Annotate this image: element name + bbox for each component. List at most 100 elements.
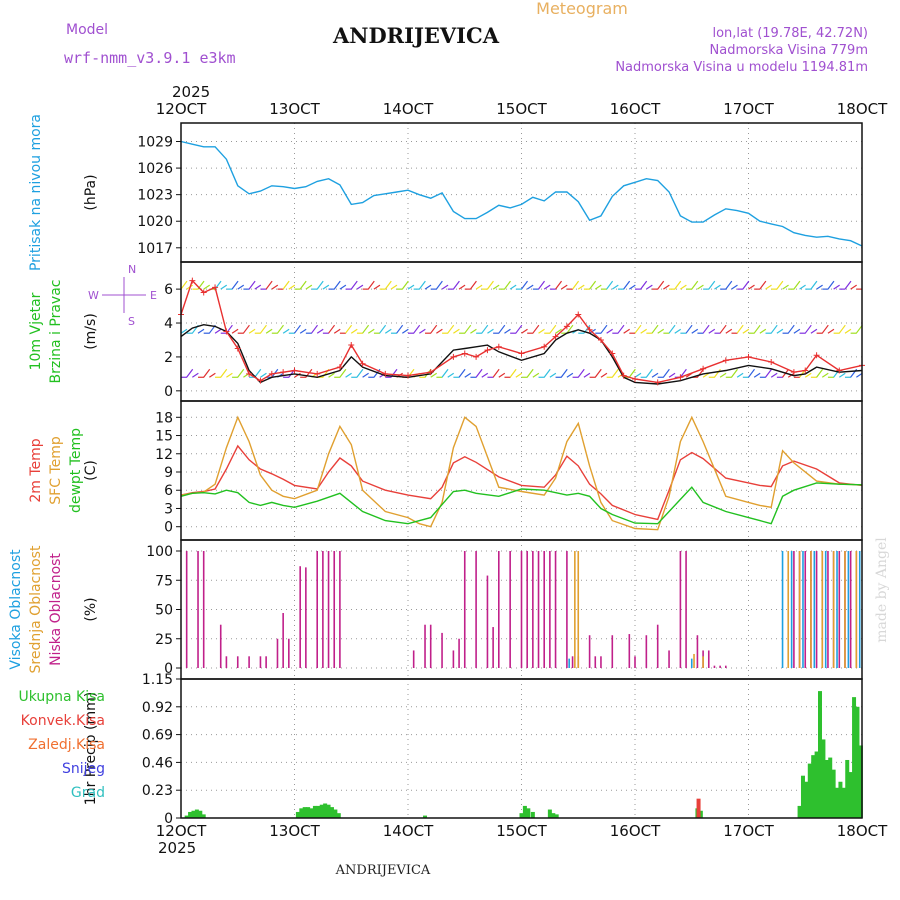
wind-barb (192, 372, 199, 378)
bar-srednja-oblacnost (810, 551, 812, 668)
wind-barb (719, 372, 727, 378)
wind-barb (379, 324, 387, 334)
wind-barb (787, 324, 795, 334)
wind-barb (503, 280, 511, 290)
bar-ukupna-kisa (838, 781, 843, 818)
wind-barb (838, 324, 846, 334)
year-bottom: 2025 (158, 839, 196, 857)
bar-niska-oblacnost (628, 634, 631, 668)
wind-barb (577, 284, 585, 290)
wind-barb (469, 280, 477, 290)
bar-niska-oblacnost (526, 551, 528, 668)
wind-barb (316, 328, 324, 334)
gust-marker (223, 328, 230, 335)
wind-barb (680, 284, 687, 290)
wind-barb (674, 280, 682, 290)
wind-barb (413, 324, 421, 334)
gust-marker (268, 370, 275, 377)
bar-visoka-oblacnost (813, 551, 816, 668)
wind-barb (509, 284, 517, 290)
bar-niska-oblacnost (645, 635, 648, 668)
bar-ukupna-kisa (698, 810, 703, 818)
bar-niska-oblacnost (594, 656, 597, 668)
wind-barb (407, 284, 415, 290)
compass-e: E (150, 289, 157, 302)
wind-barb (492, 284, 500, 290)
bar-niska-oblacnost (707, 650, 710, 668)
bar-niska-oblacnost (685, 551, 687, 668)
wind-barb (231, 328, 239, 334)
bar-srednja-oblacnost (832, 551, 835, 668)
wind-barb (640, 280, 648, 290)
bar-ukupna-kisa (522, 805, 527, 818)
wind-barb (447, 372, 455, 378)
wind-barb (384, 280, 392, 290)
gust-marker (620, 372, 627, 379)
wind-barb (600, 324, 608, 334)
y-tick-label: 0.23 (142, 783, 173, 799)
gust-marker (632, 375, 638, 382)
wind-barb (748, 368, 755, 378)
bar-niska-oblacnost (452, 650, 455, 668)
gust-marker (234, 345, 241, 352)
x-tick-bottom-16OCT: 16OCT (610, 822, 661, 840)
wind-barb (770, 324, 778, 334)
bar-visoka-oblacnost (802, 551, 804, 668)
gust-marker (575, 311, 582, 318)
bar-niska-oblacnost (219, 624, 222, 668)
station-title: ANDRIJEVICA (332, 23, 500, 48)
wind-barb (220, 284, 228, 290)
wind-barb (804, 372, 812, 378)
wind-barb (651, 372, 659, 378)
gust-marker (677, 374, 684, 381)
wind-barb (583, 372, 591, 378)
bar-ukupna-kisa (191, 810, 196, 818)
bar-visoka-oblacnost (781, 551, 784, 668)
bar-niska-oblacnost (486, 575, 489, 668)
line-dewpt-temp (180, 482, 863, 525)
wind-barb (254, 284, 262, 290)
gust-marker (722, 357, 729, 364)
wind-barb (345, 372, 352, 378)
wind-barb (333, 280, 341, 290)
bar-ukupna-kisa (848, 772, 853, 818)
wind-barb (419, 328, 426, 334)
bar-ukupna-kisa (554, 814, 559, 818)
wind-barb (237, 284, 245, 290)
y-tick-label: 18 (155, 410, 173, 426)
wind-barb (759, 280, 767, 290)
wind-barb (714, 284, 721, 290)
bar-ukupna-kisa (858, 745, 863, 818)
bar-ukupna-kisa (804, 781, 809, 818)
wind-barb (509, 368, 517, 378)
wind-barb (850, 284, 857, 290)
model-name: wrf-nmm_v3.9.1 e3km (64, 49, 236, 67)
wind-barb (793, 280, 801, 290)
wind-barb (350, 328, 358, 334)
bar-niska-oblacnost (339, 551, 341, 668)
wind-barb (521, 280, 528, 290)
wind-barb (748, 284, 755, 290)
wind-barb (254, 368, 262, 378)
bar-niska-oblacnost (276, 638, 279, 668)
side-label: Snijeg (62, 761, 105, 777)
bar-ukupna-kisa (821, 739, 826, 818)
x-tick-bottom-14OCT: 14OCT (383, 822, 434, 840)
bar-niska-oblacnost (498, 551, 500, 668)
gust-marker (382, 370, 389, 377)
model-altitude-line: Nadmorska Visina u modelu 1194.81m (615, 60, 868, 75)
wind-barb (294, 324, 301, 334)
bar-niska-oblacnost (696, 635, 699, 668)
gust-marker (552, 333, 559, 340)
gust-marker (473, 353, 480, 360)
bar-ukupna-kisa (188, 811, 193, 818)
gust-marker (495, 343, 502, 350)
watermark: made by Angel (874, 537, 890, 643)
footer-title: ANDRIJEVICA (335, 863, 431, 878)
x-tick-top-15OCT: 15OCT (496, 100, 547, 118)
gust-marker (768, 359, 775, 366)
wind-barb (600, 372, 608, 378)
bar-niska-oblacnost (412, 650, 415, 668)
bar-ukupna-kisa (824, 759, 829, 818)
